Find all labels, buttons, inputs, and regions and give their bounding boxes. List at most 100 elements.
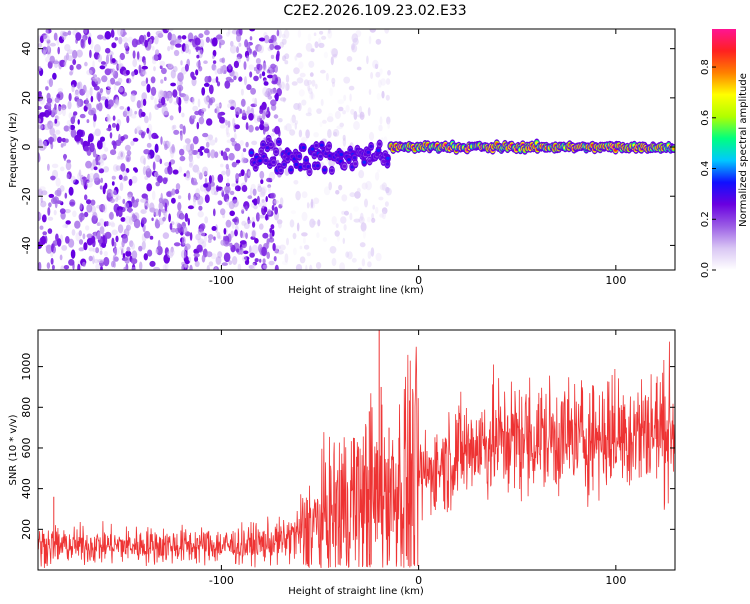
spectrogram-panel: -100 0 100 -40 -20 0 20 40 Height of straight l…	[8, 28, 676, 296]
spectrogram-noise-cell	[383, 136, 388, 144]
spectrogram-noise-cell	[203, 96, 210, 103]
spectrogram-noise-cell	[347, 251, 353, 260]
spectrogram-noise-cell	[335, 223, 339, 229]
spectrogram-noise-cell	[346, 56, 353, 62]
spectrogram-noise-cell	[90, 95, 94, 103]
spectrogram-noise-cell	[379, 116, 383, 125]
spectrogram-signal-core	[386, 156, 390, 160]
spectrogram-noise-cell	[104, 147, 109, 152]
spectrogram-signal-core	[307, 170, 312, 174]
spectrogram-noise-cell	[234, 143, 241, 152]
spectrogram-noise-cell	[94, 128, 101, 137]
spectrogram-noise-cell	[308, 87, 313, 95]
snr-frame	[37, 329, 676, 571]
spectrogram-noise-cell	[237, 186, 241, 192]
spectrogram-signal-core	[316, 164, 320, 168]
spectrogram-noise-cell	[213, 236, 216, 241]
colorbar-tick-label: 0.2	[700, 211, 711, 227]
spectrogram-noise-cell	[220, 65, 223, 75]
spectrogram-noise-cell	[284, 60, 289, 65]
spectrogram-noise-cell	[101, 153, 107, 161]
spectrogram-noise-cell	[384, 201, 389, 207]
spectrogram-noise-cell	[283, 29, 290, 39]
spectrogram-noise-cell	[368, 131, 375, 141]
spectrogram-noise-cell	[241, 115, 247, 120]
spectrogram-noise-cell	[250, 87, 256, 95]
spectrogram-noise-cell	[199, 151, 204, 156]
spectrogram-noise-cell	[95, 263, 101, 270]
spectrogram-noise-cell	[353, 110, 358, 120]
spectrogram-noise-cell	[387, 121, 391, 130]
spectrogram-noise-cell	[195, 233, 201, 241]
spectrogram-noise-cell	[181, 236, 186, 246]
spectrogram-noise-cell	[108, 221, 111, 226]
spectrogram-noise-cell	[353, 121, 360, 130]
spectrogram-noise-cell	[55, 129, 61, 135]
spectrogram-signal-core	[258, 159, 262, 163]
spectrogram-noise-cell	[204, 216, 209, 224]
spectrogram-noise-cell	[334, 230, 340, 237]
spectrogram-noise-cell	[97, 54, 103, 63]
spectrogram-noise-cell	[226, 31, 230, 37]
spectrogram-noise-cell	[245, 232, 248, 239]
spectrogram-signal-core	[348, 148, 353, 152]
spectrogram-noise-cell	[39, 186, 46, 192]
spectrogram-noise-cell	[314, 41, 319, 49]
spectrogram-noise-cell	[113, 247, 120, 256]
spectrogram-noise-cell	[225, 125, 229, 135]
spectrogram-noise-cell	[366, 216, 371, 223]
spectrogram-signal-core	[269, 142, 273, 147]
spectrogram-noise-cell	[343, 224, 347, 231]
spectrogram-noise-cell	[225, 163, 229, 170]
spectrogram-noise-cell	[48, 193, 55, 198]
spectrogram-noise-cell	[117, 63, 122, 70]
spectrogram-noise-cell	[159, 158, 163, 165]
spectrogram-noise-cell	[297, 29, 302, 38]
spectrogram-noise-cell	[143, 149, 150, 155]
spectrogram-noise-cell	[227, 103, 232, 109]
spectrogram-noise-cell	[293, 180, 299, 185]
spectrogram-noise-cell	[117, 224, 124, 234]
spectrogram-noise-cell	[170, 228, 177, 233]
snr-xtick-label: 100	[605, 574, 626, 587]
spectrogram-noise-cell	[253, 66, 258, 72]
spectrogram-noise-cell	[126, 246, 131, 252]
spectrogram-noise-cell	[51, 163, 59, 169]
spectrogram-noise-cell	[339, 262, 345, 270]
spectrogram-noise-cell	[305, 112, 312, 117]
spectrogram-noise-cell	[139, 261, 143, 270]
spectrogram-noise-cell	[149, 35, 155, 42]
spectrogram-noise-cell	[121, 239, 125, 248]
spectrogram-noise-cell	[385, 78, 391, 85]
spectrogram-noise-cell	[188, 153, 193, 163]
spectrogram-noise-cell	[45, 56, 50, 63]
spectrogram-noise-cell	[38, 152, 41, 162]
spectrogram-noise-cell	[120, 217, 126, 222]
spectrogram-noise-cell	[267, 184, 272, 189]
spectrogram-noise-cell	[328, 112, 333, 119]
spectrogram-noise-cell	[112, 255, 116, 264]
spectrogram-noise-cell	[364, 198, 368, 208]
spectrogram-noise-cell	[60, 166, 65, 172]
spectrogram-noise-cell	[296, 77, 304, 84]
spectrogram-noise-cell	[171, 197, 176, 204]
spectrogram-noise-cell	[192, 136, 199, 145]
spectrogram-noise-cell	[45, 29, 52, 34]
spectrogram-noise-cell	[151, 190, 156, 201]
spectrogram-noise-cell	[154, 97, 158, 106]
spectrogram-noise-cell	[51, 110, 54, 117]
spectrogram-noise-cell	[266, 251, 271, 259]
colorbar-ticks: 0.0 0.2 0.4 0.6 0.8	[700, 59, 716, 278]
spectrogram-noise-cell	[298, 61, 304, 69]
spectrogram-noise-cell	[359, 111, 365, 121]
spectrogram-signal-core	[347, 158, 351, 162]
spectrogram-signal-core	[249, 151, 254, 155]
spectrogram-noise-cell	[196, 121, 200, 130]
spectrogram-noise-cell	[162, 264, 167, 270]
spectrogram-noise-cell	[310, 198, 314, 209]
spectrogram-noise-cell	[124, 256, 130, 264]
spectrogram-noise-cell	[309, 218, 316, 228]
spectrogram-noise-cell	[140, 209, 147, 215]
spectrogram-noise-cell	[50, 122, 57, 127]
spectrogram-noise-cell	[270, 99, 277, 106]
